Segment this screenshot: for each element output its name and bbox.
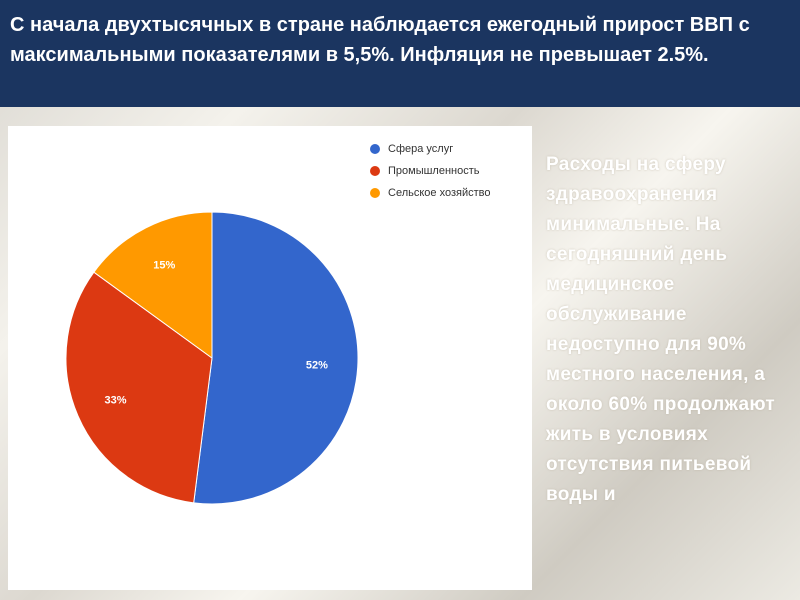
side-text: Расходы на сферу здравоохранения минимал… xyxy=(546,154,776,505)
pie-data-label: 15% xyxy=(153,259,175,271)
legend-item-industry: Промышленность xyxy=(370,160,490,182)
legend-dot-icon xyxy=(370,144,380,154)
legend-dot-icon xyxy=(370,166,380,176)
header-text: С начала двухтысячных в стране наблюдает… xyxy=(10,14,750,66)
legend-label: Сфера услуг xyxy=(388,143,454,155)
pie-slice-agriculture xyxy=(93,211,213,359)
pie-data-label: 52% xyxy=(306,360,328,372)
pie-chart-card: 52% 33% 15% Сфера услуг Промышленность Сел… xyxy=(8,126,532,590)
pie-data-label: 33% xyxy=(105,395,127,407)
pie-slice-industry xyxy=(65,271,213,504)
chart-legend: Сфера услуг Промышленность Сельское хозя… xyxy=(370,138,490,204)
legend-dot-icon xyxy=(370,188,380,198)
pie-slice-services xyxy=(193,211,359,505)
legend-label: Промышленность xyxy=(388,165,480,177)
pie-chart: 52% 33% 15% xyxy=(65,211,359,505)
legend-item-services: Сфера услуг xyxy=(370,138,490,160)
legend-label: Сельское хозяйство xyxy=(388,187,491,199)
slide-header: С начала двухтысячных в стране наблюдает… xyxy=(0,0,800,107)
legend-item-agriculture: Сельское хозяйство xyxy=(370,182,490,204)
